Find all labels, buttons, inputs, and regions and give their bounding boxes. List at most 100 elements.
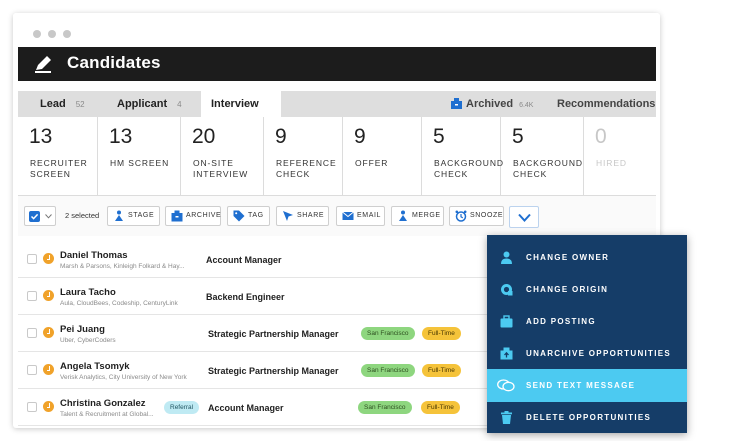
- select-all-dropdown[interactable]: [24, 206, 56, 226]
- trash-icon: [501, 411, 512, 424]
- stage-label: Hired: [596, 158, 627, 168]
- candidate-name[interactable]: Daniel Thomas: [60, 250, 128, 261]
- location-pill: San Francisco: [361, 364, 415, 377]
- tab-bar: Lead 52 Applicant 4 Interview79 Archived 6.…: [18, 91, 656, 136]
- menu-item-delete[interactable]: Delete Opportunities: [487, 401, 687, 434]
- candidate-name[interactable]: Laura Tacho: [60, 287, 116, 298]
- pencil-icon: [32, 53, 54, 75]
- checkbox-checked[interactable]: [29, 211, 40, 222]
- stage-on-site-interview[interactable]: 20 On-Site Interview: [181, 117, 264, 196]
- share-button[interactable]: Share: [276, 206, 329, 226]
- merge-button-label: Merge: [412, 212, 441, 219]
- tab-interview[interactable]: Interview79: [201, 91, 281, 136]
- window-dot-minimize[interactable]: [48, 30, 56, 38]
- person-icon: [501, 251, 512, 264]
- stage-offer[interactable]: 9 Offer: [343, 117, 422, 196]
- email-button[interactable]: Email: [336, 206, 385, 226]
- menu-item-label: Change Owner: [526, 253, 610, 262]
- stage-label: HM Screen: [110, 158, 170, 168]
- candidate-role: Strategic Partnership Manager: [208, 366, 339, 376]
- stage-count: 5: [433, 125, 445, 148]
- menu-item-unarchive[interactable]: Unarchive Opportunities: [487, 337, 687, 370]
- tab-lead-label: Lead: [40, 98, 66, 110]
- stage-count: 0: [595, 125, 607, 148]
- tab-archived-count: 6.4K: [519, 102, 534, 109]
- stage-reference-check[interactable]: 9 Reference Check: [264, 117, 343, 196]
- archive-button[interactable]: Archive: [165, 206, 221, 226]
- stage-hm-screen[interactable]: 13 HM Screen: [98, 117, 181, 196]
- tag-button[interactable]: Tag: [227, 206, 270, 226]
- stage-button[interactable]: Stage: [107, 206, 160, 226]
- job-type-pill: Full-Time: [422, 327, 461, 340]
- row-checkbox[interactable]: [27, 402, 37, 412]
- row-checkbox[interactable]: [27, 365, 37, 375]
- tab-lead-count: 52: [75, 100, 85, 109]
- stage-count: 9: [275, 125, 287, 148]
- tab-archived[interactable]: Archived 6.4K: [451, 91, 533, 117]
- clock-icon: [43, 327, 54, 338]
- candidate-companies: Verisk Analytics, City University of New…: [60, 374, 187, 381]
- alarm-clock-icon: [455, 210, 467, 222]
- stage-background-check[interactable]: 5 Background Check: [422, 117, 503, 196]
- row-checkbox[interactable]: [27, 291, 37, 301]
- candidate-companies: Aula, CloudBees, Codeship, CenturyLink: [60, 300, 178, 307]
- menu-item-label: Send Text Message: [526, 381, 636, 390]
- menu-item-label: Unarchive Opportunities: [526, 349, 672, 358]
- tab-recommendations[interactable]: Recommendations: [557, 91, 656, 135]
- menu-item-add-posting[interactable]: Add Posting: [487, 305, 687, 338]
- window-dot-maximize[interactable]: [63, 30, 71, 38]
- tag-icon: [233, 210, 245, 222]
- menu-item-change-origin[interactable]: Change Origin: [487, 273, 687, 306]
- tab-applicant-label: Applicant: [117, 98, 168, 110]
- candidate-name[interactable]: Pei Juang: [60, 324, 105, 335]
- stage-recruiter-screen[interactable]: 13 Recruiter Screen: [18, 117, 98, 196]
- candidate-role: Backend Engineer: [206, 292, 285, 302]
- archive-icon: [451, 98, 462, 109]
- menu-item-send-text-message[interactable]: Send Text Message: [487, 369, 687, 402]
- stage-label: Background Check: [513, 158, 583, 179]
- tab-lead[interactable]: Lead 52: [40, 91, 85, 117]
- person-stage-icon: [115, 210, 123, 221]
- candidate-role: Strategic Partnership Manager: [208, 329, 339, 339]
- snooze-button[interactable]: Snooze: [449, 206, 504, 226]
- candidate-name[interactable]: Christina Gonzalez: [60, 398, 146, 409]
- stage-background-check-2[interactable]: 5 Background Check: [501, 117, 584, 196]
- clock-icon: [43, 364, 54, 375]
- stage-label: On-Site Interview: [193, 158, 249, 179]
- archive-icon: [171, 210, 183, 222]
- header-bar: Candidates: [18, 47, 656, 81]
- tab-applicant-count: 4: [177, 100, 182, 109]
- stage-hired[interactable]: 0 Hired: [584, 117, 656, 196]
- tab-recommendations-label: Recommendations: [557, 98, 656, 110]
- menu-item-label: Change Origin: [526, 285, 609, 294]
- row-checkbox[interactable]: [27, 254, 37, 264]
- stage-summary: 13 Recruiter Screen 13 HM Screen 20 On-Site…: [18, 117, 656, 196]
- stage-count: 13: [29, 125, 53, 148]
- stage-label: Recruiter Screen: [30, 158, 88, 179]
- clock-icon: [43, 401, 54, 412]
- origin-icon: [501, 284, 513, 296]
- page-title: Candidates: [67, 53, 161, 72]
- job-type-pill: Full-Time: [421, 401, 460, 414]
- merge-button[interactable]: Merge: [391, 206, 444, 226]
- stage-label: Offer: [355, 158, 389, 168]
- stage-button-label: Stage: [128, 212, 155, 219]
- tab-interview-label: Interview: [211, 98, 259, 110]
- job-type-pill: Full-Time: [422, 364, 461, 377]
- candidate-companies: Uber, CyberCoders: [60, 337, 116, 344]
- chevron-down-icon: [518, 213, 531, 222]
- location-pill: San Francisco: [358, 401, 412, 414]
- referral-tag: Referral: [164, 401, 200, 414]
- row-checkbox[interactable]: [27, 328, 37, 338]
- menu-item-label: Add Posting: [526, 317, 596, 326]
- candidate-name[interactable]: Angela Tsomyk: [60, 361, 130, 372]
- menu-item-change-owner[interactable]: Change Owner: [487, 241, 687, 274]
- selected-count: 2 selected: [65, 211, 100, 220]
- tab-applicant[interactable]: Applicant 4: [117, 91, 182, 117]
- window-dot-close[interactable]: [33, 30, 41, 38]
- more-actions-button[interactable]: [509, 206, 539, 228]
- briefcase-icon: [500, 315, 513, 328]
- unarchive-icon: [500, 347, 513, 360]
- candidate-role: Account Manager: [208, 403, 284, 413]
- location-pill: San Francisco: [361, 327, 415, 340]
